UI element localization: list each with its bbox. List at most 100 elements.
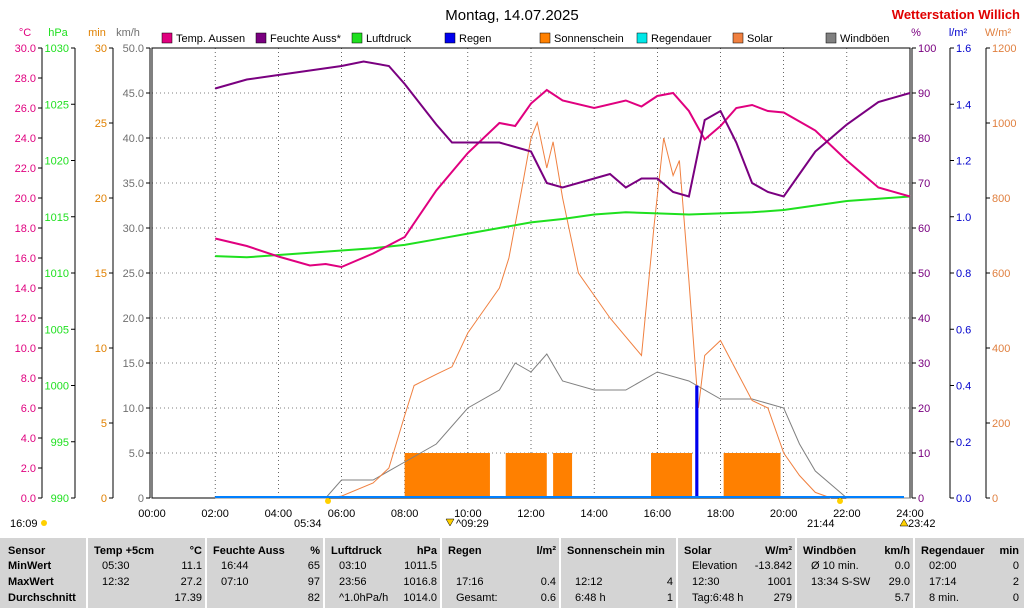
- pressure-tick-label: 1000: [45, 381, 69, 393]
- rain-tick-label: 0.8: [956, 268, 971, 280]
- stats-section: Regendauer min 02:00 0 17:14 2 8 min. 0: [913, 538, 1023, 608]
- stat-value: 65: [307, 560, 320, 572]
- stat-value: 0: [1012, 560, 1019, 572]
- minutes-unit-label: min: [88, 27, 106, 39]
- legend-swatch: [825, 32, 837, 44]
- stat-value: 1001: [767, 576, 792, 588]
- moon-rise-time: 23:42: [908, 518, 936, 530]
- stat-value: 29.0: [888, 576, 910, 588]
- wind-tick-label: 15.0: [123, 358, 144, 370]
- stat-value: 0: [1012, 592, 1019, 604]
- chart-title: Montag, 14.07.2025: [445, 7, 578, 24]
- rain-tick-label: 1.4: [956, 99, 971, 111]
- wind-tick-label: 0: [138, 493, 144, 505]
- temp-tick-label: 0.0: [21, 493, 36, 505]
- humidity-tick-label: 10: [918, 448, 930, 460]
- pressure-tick-label: 1005: [45, 324, 69, 336]
- humidity-tick-label: 50: [918, 268, 930, 280]
- stat-value: 4: [666, 576, 673, 588]
- rain-tick-label: 0.6: [956, 324, 971, 336]
- stat-label: 23:56: [339, 576, 367, 588]
- legend-label: Windböen: [840, 33, 890, 45]
- pressure-tick-label: 1020: [45, 156, 69, 168]
- wind-tick-label: 45.0: [123, 88, 144, 100]
- section-divider: [86, 538, 88, 608]
- pressure-tick-label: 995: [51, 437, 69, 449]
- stat-label: 12:30: [692, 576, 720, 588]
- x-tick-label: 12:00: [517, 508, 545, 520]
- legend-label: Solar: [747, 33, 773, 45]
- wind-tick-label: 25.0: [123, 268, 144, 280]
- stat-label: 12:12: [575, 576, 603, 588]
- wind-tick-label: 50.0: [123, 43, 144, 55]
- minutes-tick-label: 5: [101, 418, 107, 430]
- stats-section: Windböen km/h Ø 10 min. 0.0 13:34 S-SW 29.0 5.…: [795, 538, 914, 608]
- pressure-line: [215, 195, 911, 259]
- rain-tick-label: 1.0: [956, 212, 971, 224]
- temp-tick-label: 12.0: [15, 313, 36, 325]
- stat-value: 0.0: [894, 560, 910, 572]
- humidity-unit-label: %: [911, 27, 921, 39]
- section-divider: [559, 538, 561, 608]
- legend-swatch: [636, 32, 648, 44]
- humidity-tick-label: 60: [918, 223, 930, 235]
- moon-set-time: 16:09: [10, 518, 38, 530]
- section-unit: W/m²: [765, 545, 792, 557]
- section-unit: km/h: [884, 545, 910, 557]
- humidity-tick-label: 100: [918, 43, 936, 55]
- humidity-line: [214, 60, 911, 198]
- stat-label: Ø 10 min.: [811, 560, 859, 572]
- stat-value: 0.6: [540, 592, 556, 604]
- temp-tick-label: 26.0: [15, 103, 36, 115]
- stat-label: 03:10: [339, 560, 367, 572]
- x-tick-label: 22:00: [833, 508, 861, 520]
- x-tick-label: 14:00: [580, 508, 608, 520]
- rain-tick-label: 1.6: [956, 43, 971, 55]
- sunset-time: 21:44: [807, 518, 835, 530]
- stat-label: 02:00: [929, 560, 957, 572]
- stat-label: 17:16: [456, 576, 484, 588]
- rain-tick-label: 0.0: [956, 493, 971, 505]
- pressure-tick-label: 1030: [45, 43, 69, 55]
- solar-unit-label: W/m²: [985, 27, 1012, 39]
- stat-label: 16:44: [221, 560, 249, 572]
- stat-label: 12:32: [102, 576, 130, 588]
- stats-section: Solar W/m² Elevation -13.842 12:30 1001 Tag:6:…: [676, 538, 796, 608]
- stat-label: 05:30: [102, 560, 130, 572]
- solar-noon-icon: [445, 518, 455, 527]
- temp-unit-label: °C: [19, 27, 31, 39]
- stat-label: 07:10: [221, 576, 249, 588]
- pressure-tick-label: 1015: [45, 212, 69, 224]
- stat-label: Tag:6:48 h: [692, 592, 744, 604]
- sunshine-bar: [553, 453, 573, 498]
- sunshine-bar: [505, 453, 547, 498]
- humidity-tick-label: 20: [918, 403, 930, 415]
- stat-label: 17:14: [929, 576, 957, 588]
- legend-swatch: [732, 32, 744, 44]
- legend-swatch: [539, 32, 551, 44]
- temp-tick-label: 24.0: [15, 133, 36, 145]
- humidity-tick-label: 0: [918, 493, 924, 505]
- section-unit: hPa: [416, 545, 437, 557]
- humidity-tick-label: 80: [918, 133, 930, 145]
- stat-value: 97: [307, 576, 320, 588]
- stats-section: Regen l/m² 17:16 0.4 Gesamt: 0.6: [440, 538, 560, 608]
- row-label-avg: Durchschnitt: [8, 592, 76, 604]
- pressure-unit-label: hPa: [48, 27, 68, 39]
- section-unit: °C: [189, 545, 202, 557]
- sunrise-time: 05:34: [294, 518, 322, 530]
- stat-value: 27.2: [180, 576, 202, 588]
- stat-value: 2: [1012, 576, 1019, 588]
- section-unit: min: [999, 545, 1019, 557]
- stats-section: Temp +5cm °C 05:30 11.1 12:32 27.2 17.39: [86, 538, 206, 608]
- legend-swatch: [255, 32, 267, 44]
- pressure-tick-label: 1025: [45, 99, 69, 111]
- legend-swatch: [161, 32, 173, 44]
- x-tick-label: 02:00: [201, 508, 229, 520]
- rain-unit-label: l/m²: [949, 27, 968, 39]
- x-tick-label: 18:00: [707, 508, 735, 520]
- section-title: Luftdruck: [331, 545, 382, 557]
- stat-label: ^1.0hPa/h: [339, 592, 389, 604]
- stat-label: Gesamt:: [456, 592, 498, 604]
- sunshine-bar: [651, 453, 693, 498]
